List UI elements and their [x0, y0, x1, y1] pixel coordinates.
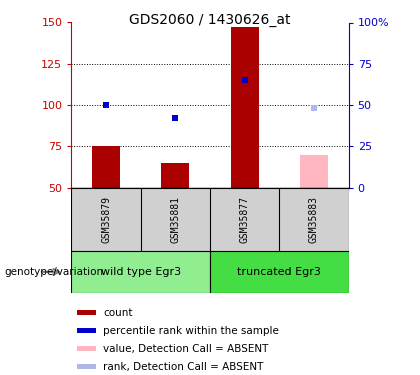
- Text: count: count: [103, 308, 133, 318]
- Bar: [77, 364, 96, 369]
- Text: truncated Egr3: truncated Egr3: [237, 267, 321, 277]
- Text: GSM35877: GSM35877: [240, 196, 249, 243]
- Bar: [71, 251, 210, 292]
- Text: GSM35881: GSM35881: [171, 196, 180, 243]
- Bar: [141, 188, 210, 251]
- Bar: [162, 163, 189, 188]
- Bar: [300, 154, 328, 188]
- Bar: [71, 188, 141, 251]
- Text: GDS2060 / 1430626_at: GDS2060 / 1430626_at: [129, 13, 291, 27]
- Bar: [210, 188, 279, 251]
- Text: rank, Detection Call = ABSENT: rank, Detection Call = ABSENT: [103, 362, 264, 372]
- Text: genotype/variation: genotype/variation: [4, 267, 103, 277]
- Text: GSM35883: GSM35883: [309, 196, 319, 243]
- Bar: [77, 310, 96, 315]
- Bar: [77, 346, 96, 351]
- Text: wild type Egr3: wild type Egr3: [101, 267, 181, 277]
- Bar: [92, 146, 120, 188]
- Text: percentile rank within the sample: percentile rank within the sample: [103, 326, 279, 336]
- Bar: [279, 188, 349, 251]
- Bar: [77, 328, 96, 333]
- Bar: [231, 27, 259, 188]
- Bar: [210, 251, 349, 292]
- Text: value, Detection Call = ABSENT: value, Detection Call = ABSENT: [103, 344, 269, 354]
- Text: GSM35879: GSM35879: [101, 196, 111, 243]
